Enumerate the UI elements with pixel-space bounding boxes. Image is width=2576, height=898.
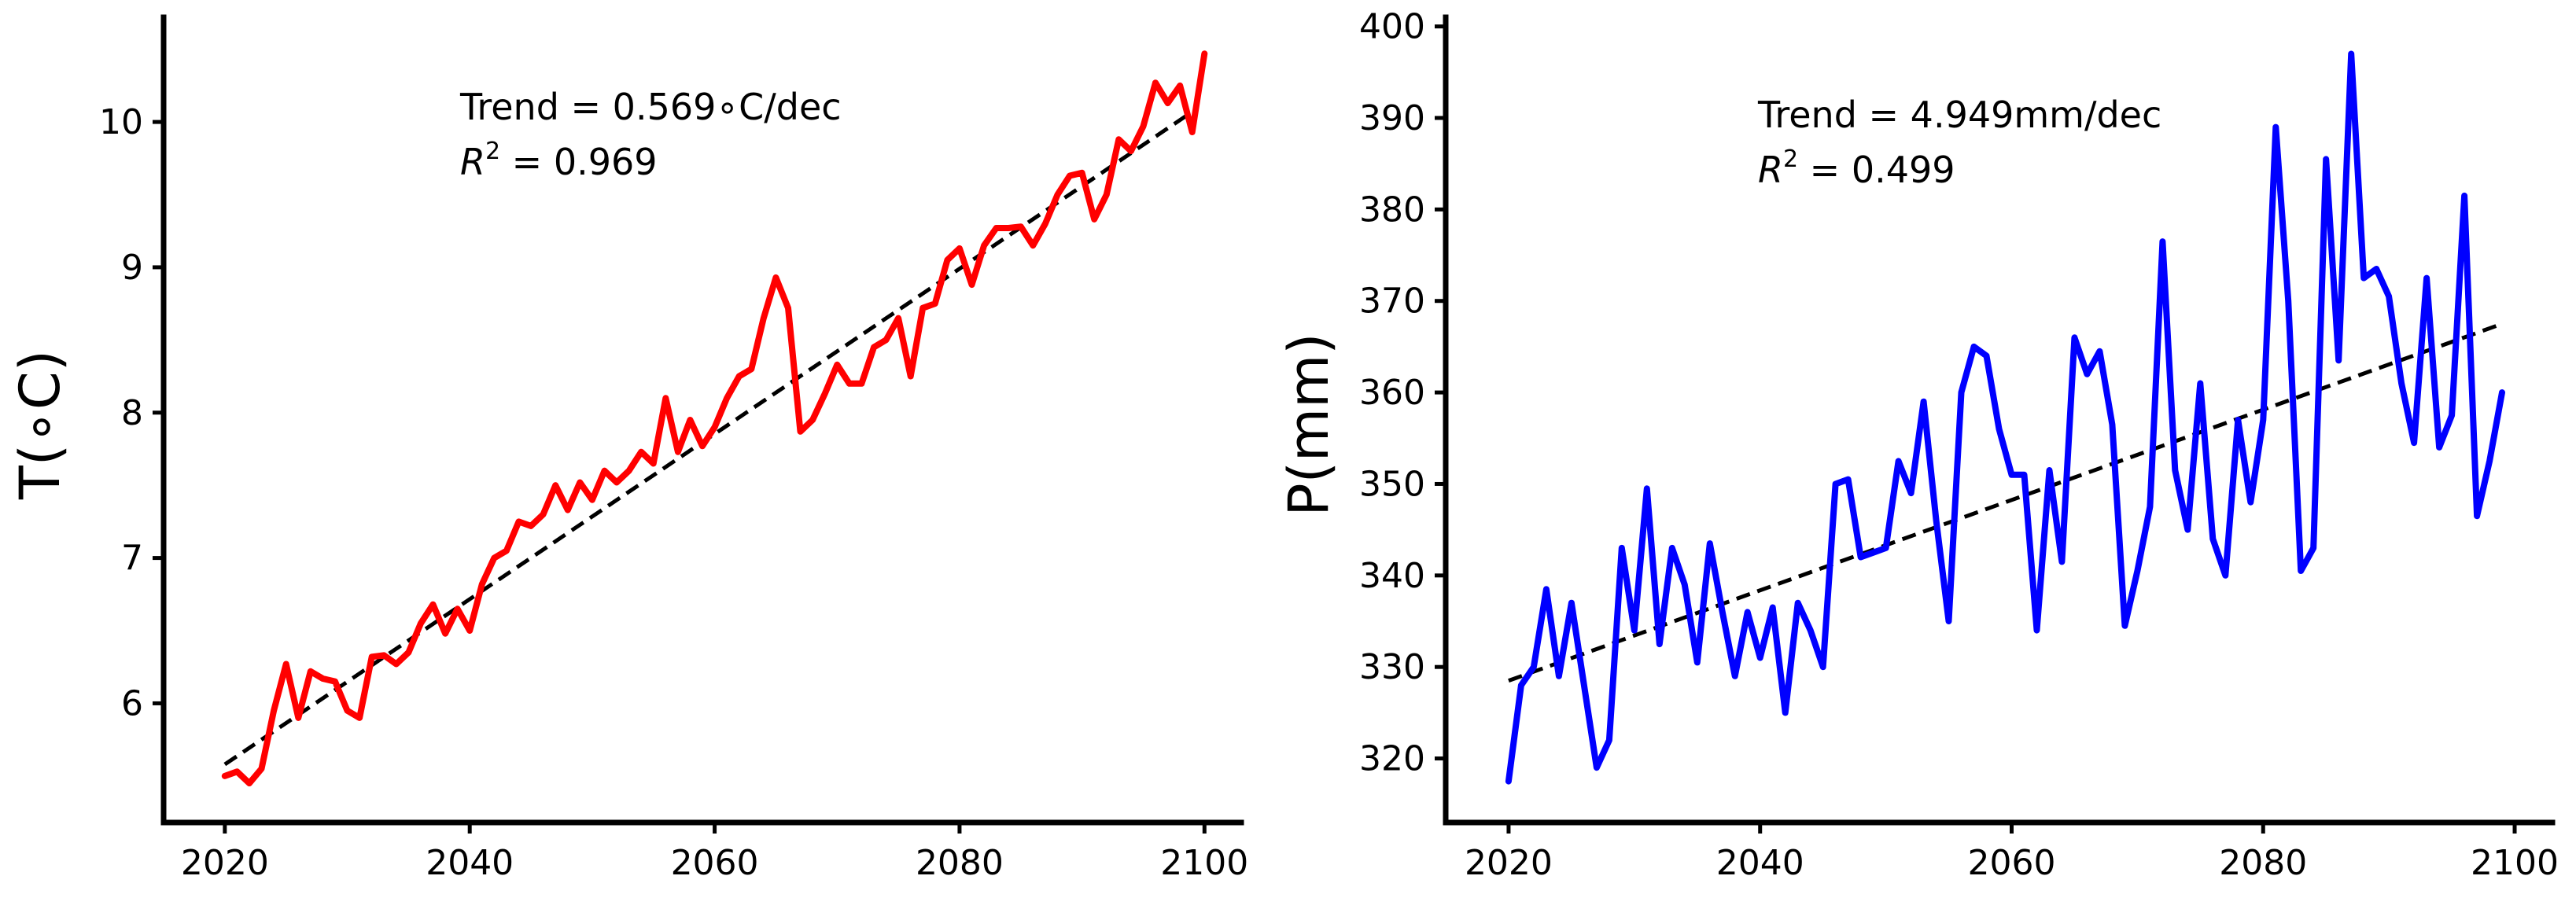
temperature-x-tick-label: 2100 xyxy=(1160,843,1248,883)
temperature-chart: 2020 2040 2060 2080 2100 6 7 8 9 10 T(∘C) Trend =… xyxy=(8,14,1248,883)
temperature-x-tick-label: 2020 xyxy=(181,843,269,883)
temperature-y-tick-label: 6 xyxy=(121,683,143,723)
precipitation-r2-text: R2 = 0.499 xyxy=(1758,145,1955,191)
precipitation-r2-exponent: 2 xyxy=(1783,145,1798,173)
precipitation-y-tick-label: 380 xyxy=(1359,190,1425,230)
precipitation-chart: 2020 2040 2060 2080 2100 320 330 340 350 360 370 38… xyxy=(1277,7,2559,883)
precipitation-series-line xyxy=(1505,50,2505,785)
precipitation-x-tick-label: 2060 xyxy=(1967,843,2055,883)
temperature-chart-axes xyxy=(160,14,1244,826)
precipitation-y-tick-label: 370 xyxy=(1359,282,1425,322)
temperature-series-line xyxy=(221,50,1208,787)
temperature-trend-text: Trend = 0.569∘C/dec xyxy=(459,86,842,128)
temperature-chart-ticks: 2020 2040 2060 2080 2100 6 7 8 9 10 xyxy=(99,102,1248,883)
precipitation-y-tick-label: 320 xyxy=(1359,739,1425,779)
temperature-x-tick-label: 2080 xyxy=(916,843,1004,883)
precipitation-y-tick-label: 400 xyxy=(1359,7,1425,47)
precipitation-y-tick-label: 350 xyxy=(1359,464,1425,504)
temperature-x-tick-label: 2060 xyxy=(671,843,759,883)
precipitation-chart-axes xyxy=(1443,14,2556,826)
temperature-y-axis-label: T(∘C) xyxy=(8,350,72,500)
precipitation-y-tick-label: 330 xyxy=(1359,647,1425,687)
precipitation-y-axis-label: P(mm) xyxy=(1277,333,1341,516)
temperature-y-tick-label: 8 xyxy=(121,393,143,433)
temperature-r2-value: = 0.969 xyxy=(500,141,657,183)
precipitation-x-tick-label: 2040 xyxy=(1716,843,1804,883)
temperature-r2-exponent: 2 xyxy=(485,138,500,165)
precipitation-y-tick-label: 360 xyxy=(1359,373,1425,413)
temperature-trend-annotation: Trend = 0.569∘C/dec R2 = 0.969 xyxy=(459,86,842,183)
precipitation-r2-symbol: R xyxy=(1758,149,1783,191)
precipitation-trend-text: Trend = 4.949mm/dec xyxy=(1757,94,2161,136)
precipitation-x-tick-label: 2080 xyxy=(2219,843,2307,883)
temperature-r2-symbol: R xyxy=(460,141,485,183)
precipitation-r2-value: = 0.499 xyxy=(1798,149,1955,191)
temperature-y-tick-label: 10 xyxy=(99,102,143,142)
precipitation-trend-annotation: Trend = 4.949mm/dec R2 = 0.499 xyxy=(1757,94,2161,191)
precipitation-x-tick-label: 2100 xyxy=(2471,843,2559,883)
precipitation-y-tick-label: 340 xyxy=(1359,556,1425,596)
precipitation-chart-ticks: 2020 2040 2060 2080 2100 320 330 340 350 360 370 38… xyxy=(1359,7,2559,883)
precipitation-x-tick-label: 2020 xyxy=(1465,843,1553,883)
temperature-r2-text: R2 = 0.969 xyxy=(460,138,658,183)
temperature-y-tick-label: 9 xyxy=(121,248,143,288)
temperature-y-tick-label: 7 xyxy=(121,539,143,579)
temperature-x-tick-label: 2040 xyxy=(426,843,514,883)
precipitation-y-tick-label: 390 xyxy=(1359,98,1425,138)
